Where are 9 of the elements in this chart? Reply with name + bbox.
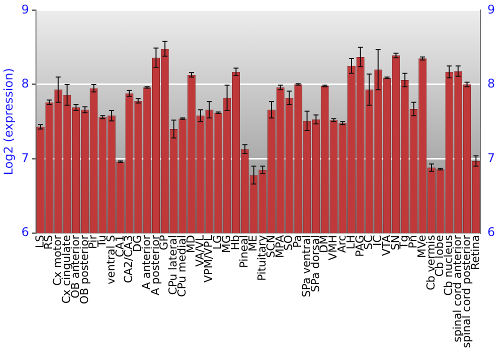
y2-tick-label: 7: [487, 150, 496, 165]
y2-tick-label: 8: [487, 76, 496, 91]
y-tick-label: 8: [21, 76, 30, 91]
y-axis-title: Log2 (expression): [1, 68, 16, 176]
y-tick-label: 7: [21, 150, 30, 165]
y2-tick-label: 6: [487, 225, 496, 240]
y2-tick-label: 9: [487, 2, 496, 16]
y-tick-label: 9: [21, 2, 30, 16]
y-tick-label: 6: [21, 225, 30, 240]
